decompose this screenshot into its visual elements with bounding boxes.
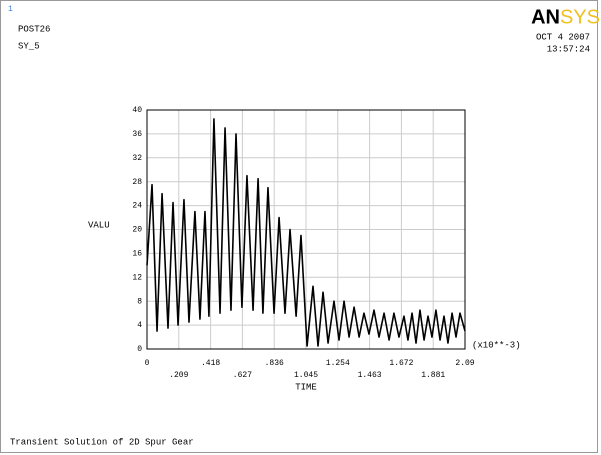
x-tick-label: 1.881 <box>421 371 445 380</box>
logo-right: SYS <box>560 6 600 28</box>
plot-title: Transient Solution of 2D Spur Gear <box>10 437 194 447</box>
x-tick-label: 1.254 <box>326 359 350 368</box>
y-tick-label: 4 <box>137 321 142 330</box>
date: OCT 4 2007 <box>536 32 590 42</box>
y-tick-label: 24 <box>132 202 142 211</box>
plot-frame <box>146 109 466 350</box>
x-tick-label: .418 <box>201 359 220 368</box>
x-axis-label: TIME <box>295 382 317 392</box>
x-tick-label: 1.672 <box>389 359 413 368</box>
x-tick-label: 1.463 <box>358 371 382 380</box>
y-tick-label: 20 <box>132 226 142 235</box>
x-tick-label: 0 <box>145 359 150 368</box>
y-tick-label: 0 <box>137 345 142 354</box>
time: 13:57:24 <box>547 44 590 54</box>
x-tick-label: 1.045 <box>294 371 318 380</box>
y-tick-label: 12 <box>132 273 142 282</box>
x-tick-label: .627 <box>233 371 252 380</box>
y-tick-label: 28 <box>132 178 142 187</box>
x-multiplier: (x10**-3) <box>472 340 521 350</box>
x-tick-label: .836 <box>265 359 284 368</box>
y-axis-label: VALU <box>88 220 110 230</box>
series-line <box>146 118 466 347</box>
variable: SY_5 <box>18 41 40 51</box>
window-number: 1 <box>8 5 13 14</box>
y-tick-label: 40 <box>132 106 142 115</box>
y-tick-label: 8 <box>137 297 142 306</box>
y-tick-label: 16 <box>132 250 142 259</box>
y-tick-label: 32 <box>132 154 142 163</box>
plot-label: POST26 <box>18 24 50 34</box>
x-tick-label: .209 <box>169 371 188 380</box>
logo-left: AN <box>531 6 560 28</box>
y-tick-label: 36 <box>132 130 142 139</box>
x-tick-label: 2.09 <box>455 359 474 368</box>
